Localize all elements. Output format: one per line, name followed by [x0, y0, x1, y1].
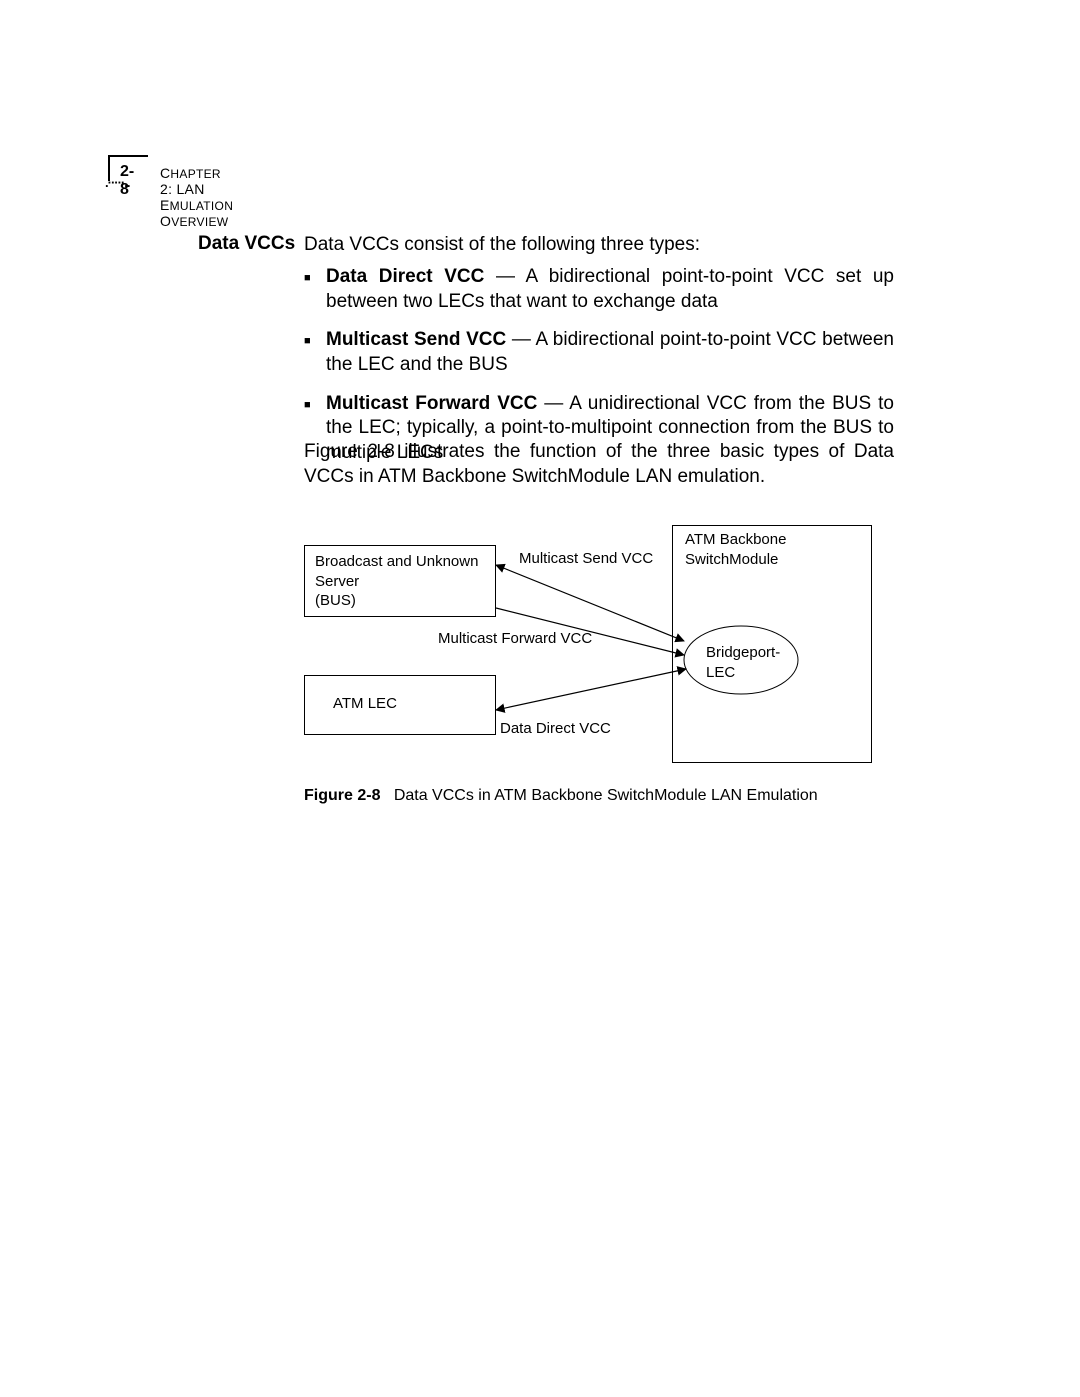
edge-data-direct — [496, 669, 686, 710]
edge-label-multicast-send: Multicast Send VCC — [519, 550, 653, 567]
term: Multicast Forward VCC — [326, 393, 537, 414]
figure-caption-label: Figure 2-8 — [304, 787, 380, 804]
node-bus: Broadcast and Unknown Server (BUS) — [304, 545, 496, 617]
node-bus-line1: Broadcast and Unknown — [315, 553, 478, 570]
bullet-icon: ■ — [304, 328, 326, 377]
body-paragraph: Figure 2-8 illustrates the function of t… — [304, 440, 894, 489]
document-page: 2-8 CHAPTER 2: LAN EMULATION OVERVIEW .·… — [0, 0, 1080, 1397]
bullet-icon: ■ — [304, 265, 326, 314]
edge-label-data-direct: Data Direct VCC — [500, 720, 611, 737]
edge-label-multicast-forward: Multicast Forward VCC — [438, 630, 592, 647]
node-atm-title: ATM Backbone SwitchModule — [685, 530, 786, 569]
node-lec-label: ATM LEC — [333, 695, 397, 712]
bp-l1: Bridgeport- — [706, 644, 780, 661]
intro-text: Data VCCs consist of the following three… — [304, 233, 894, 258]
header-dots-icon: .·····.. — [105, 175, 129, 190]
list-item: ■ Multicast Send VCC — A bidirectional p… — [304, 328, 894, 377]
term: Multicast Send VCC — [326, 329, 506, 350]
atm-l2: SwitchModule — [685, 551, 778, 568]
bp-l2: LEC — [706, 664, 735, 681]
atm-l1: ATM Backbone — [685, 531, 786, 548]
section-heading: Data VCCs — [198, 233, 295, 255]
node-atm-lec: ATM LEC — [304, 675, 496, 735]
chapter-title: CHAPTER 2: LAN EMULATION OVERVIEW — [160, 165, 233, 229]
figure-caption-text: Data VCCs in ATM Backbone SwitchModule L… — [394, 787, 818, 804]
figure-diagram: Broadcast and Unknown Server (BUS) ATM L… — [304, 525, 874, 763]
term: Data Direct VCC — [326, 266, 484, 287]
list-item: ■ Data Direct VCC — A bidirectional poin… — [304, 265, 894, 314]
list-item-text: Multicast Send VCC — A bidirectional poi… — [326, 328, 894, 377]
node-bus-line2: Server — [315, 573, 359, 590]
node-bridgeport-label: Bridgeport- LEC — [706, 643, 780, 682]
figure-caption: Figure 2-8 Data VCCs in ATM Backbone Swi… — [304, 787, 818, 805]
node-bus-line3: (BUS) — [315, 592, 356, 609]
list-item-text: Data Direct VCC — A bidirectional point-… — [326, 265, 894, 314]
